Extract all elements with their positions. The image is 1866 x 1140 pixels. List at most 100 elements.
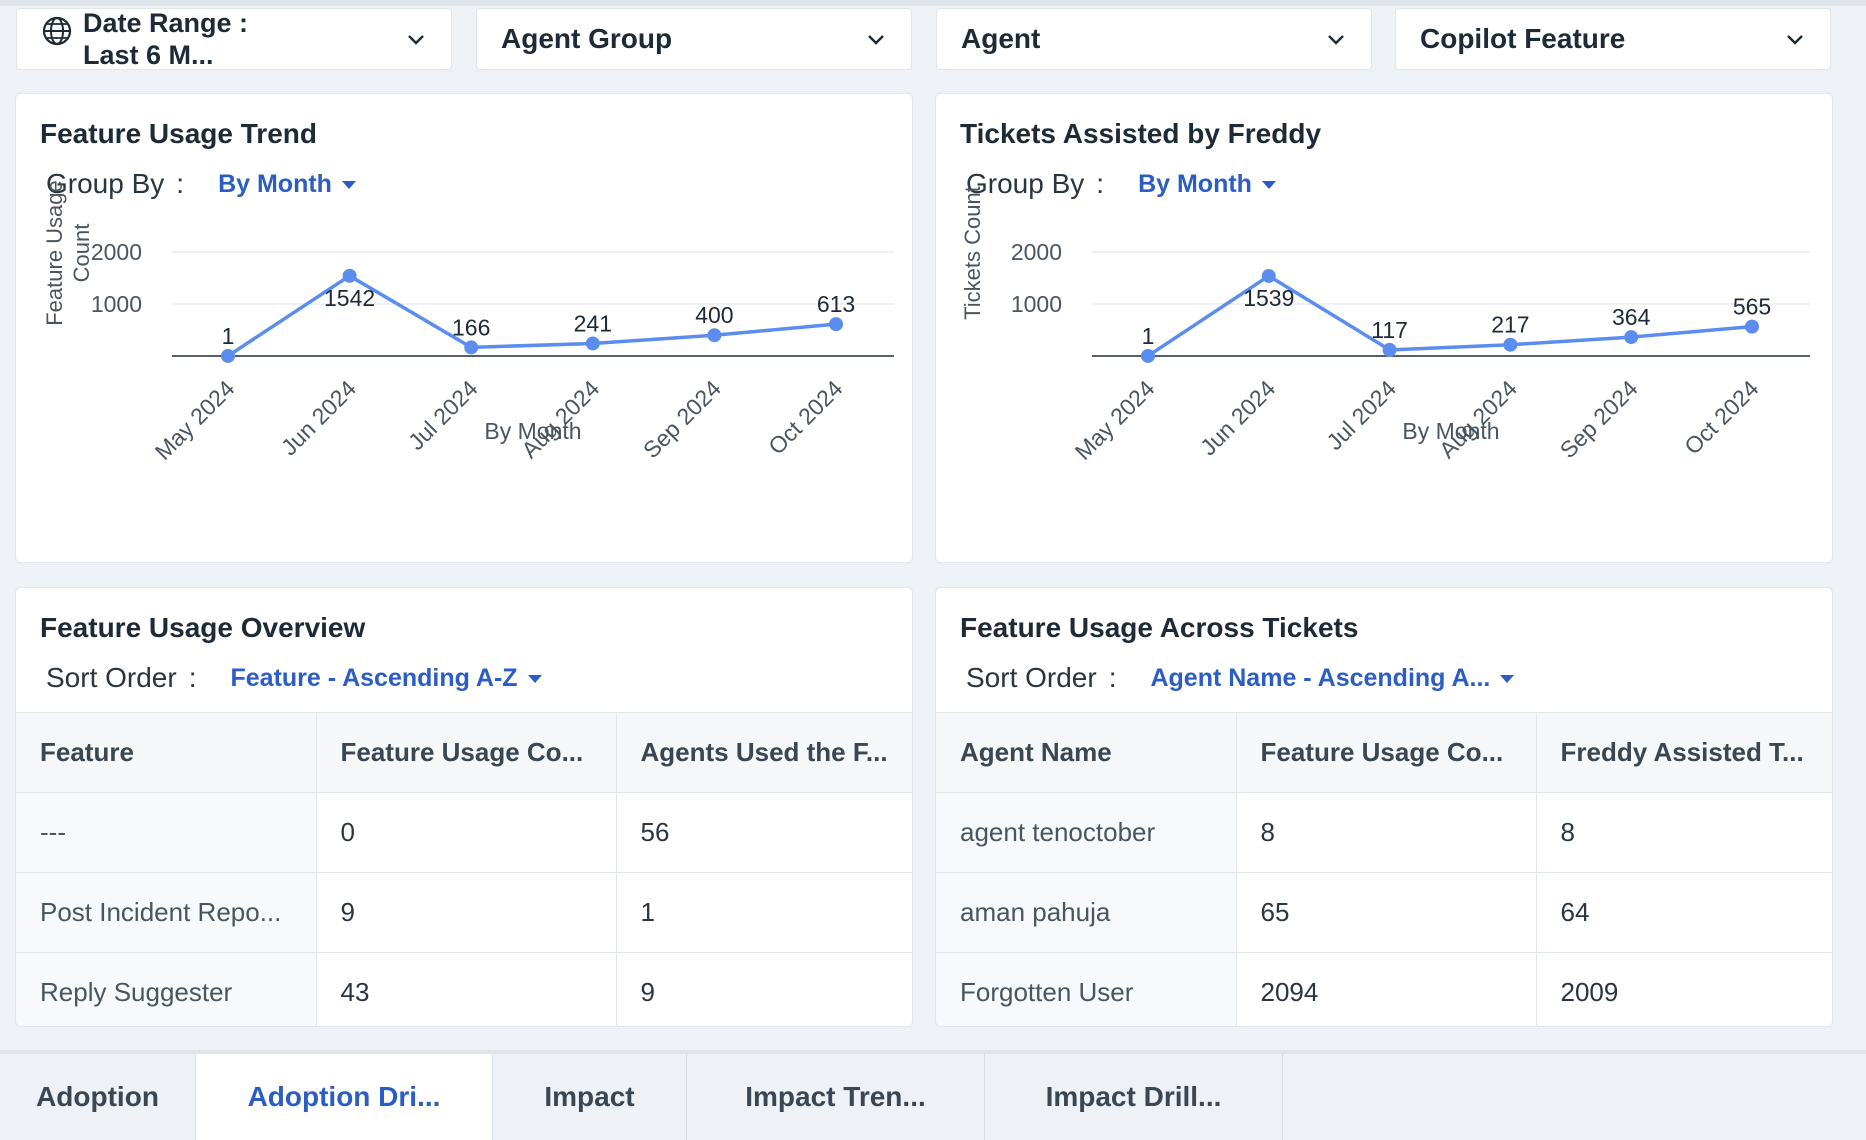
column-header-freddy-assisted[interactable]: Freddy Assisted T...	[1536, 712, 1832, 793]
colon: :	[188, 662, 197, 693]
data-label: 241	[574, 310, 612, 336]
colon: :	[1096, 168, 1105, 199]
table-header-row: Feature Feature Usage Co... Agents Used …	[16, 712, 912, 793]
caret-down-icon	[341, 180, 356, 189]
column-header-usage-count[interactable]: Feature Usage Co...	[316, 712, 617, 793]
data-label: 1539	[1243, 285, 1294, 311]
data-label: 1542	[324, 285, 375, 311]
date-range-label: Date Range : Last 6 M...	[83, 7, 405, 71]
series-line	[227, 273, 837, 358]
feature-usage-trend-chart: 1000 2000 1 1542 166 241 400 613 May 2024 Jun 202…	[42, 180, 894, 465]
tab-impact[interactable]: Impact	[493, 1054, 687, 1140]
data-label: 400	[695, 302, 733, 328]
table-header-row: Agent Name Feature Usage Co... Freddy As…	[936, 712, 1832, 793]
feature-usage-across-tickets-table: Agent Name Feature Usage Co... Freddy As…	[936, 712, 1832, 1026]
data-point	[464, 340, 479, 355]
sort-order-dropdown[interactable]: Agent Name - Ascending A...	[1150, 663, 1515, 693]
data-label: 1	[1142, 323, 1155, 349]
x-tick-label: Jul 2024	[403, 375, 483, 455]
group-by-label: Group By	[966, 168, 1085, 199]
date-range-line1: Date Range :	[83, 8, 249, 38]
x-tick-label: May 2024	[150, 375, 240, 465]
table-cell: 8	[1536, 792, 1832, 873]
feature-usage-trend-card: Feature Usage Trend Group By : By Month …	[15, 93, 913, 563]
feature-usage-overview-card: Feature Usage Overview Sort Order : Feat…	[15, 587, 913, 1027]
caret-down-icon	[527, 674, 542, 683]
sort-order-control: Sort Order : Feature - Ascending A-Z	[46, 662, 542, 694]
copilot-feature-filter[interactable]: Copilot Feature	[1395, 8, 1831, 70]
agent-filter[interactable]: Agent	[936, 8, 1372, 70]
data-label: 565	[1733, 294, 1771, 320]
table-row: Forgotten User 2094 2009	[936, 952, 1832, 1026]
data-point	[1261, 268, 1276, 283]
y-axis-title-line: Feature Usage	[42, 180, 67, 326]
data-label: 364	[1612, 304, 1651, 330]
report-tabs: Adoption Adoption Dri... Impact Impact T…	[0, 1050, 1866, 1140]
data-point	[1503, 337, 1518, 352]
table-row: agent tenoctober 8 8	[936, 792, 1832, 873]
chevron-down-icon	[1787, 35, 1803, 45]
column-header-feature[interactable]: Feature	[16, 712, 317, 793]
group-by-label: Group By	[46, 168, 165, 199]
column-header-agents-used[interactable]: Agents Used the F...	[616, 712, 912, 793]
table-cell: ---	[16, 792, 317, 873]
tickets-assisted-card: Tickets Assisted by Freddy Group By : By…	[935, 93, 1833, 563]
agent-label: Agent	[961, 23, 1041, 54]
x-tick-label: May 2024	[1070, 375, 1160, 465]
card-title: Feature Usage Overview	[40, 612, 366, 643]
globe-icon	[42, 16, 72, 46]
group-by-dropdown[interactable]: By Month	[218, 170, 356, 199]
x-tick-label: Jun 2024	[1195, 375, 1280, 460]
data-label: 613	[817, 291, 855, 317]
chevron-down-icon	[1328, 35, 1344, 45]
data-point	[1382, 342, 1397, 357]
tab-impact-trend[interactable]: Impact Tren...	[687, 1054, 985, 1140]
sort-order-dropdown[interactable]: Feature - Ascending A-Z	[230, 663, 542, 693]
x-tick-label: Oct 2024	[763, 375, 848, 460]
x-tick-label: Sep 2024	[1555, 375, 1643, 463]
table-cell: 43	[316, 952, 617, 1026]
sort-order-value: Feature - Ascending A-Z	[230, 663, 518, 692]
data-label: 217	[1491, 312, 1529, 338]
feature-usage-overview-table: Feature Feature Usage Co... Agents Used …	[16, 712, 912, 1026]
column-header-usage-count[interactable]: Feature Usage Co...	[1236, 712, 1537, 793]
group-by-dropdown[interactable]: By Month	[1138, 170, 1276, 199]
table-cell: 1	[616, 872, 912, 953]
y-tick-label: 2000	[91, 239, 142, 265]
data-point	[1745, 319, 1759, 334]
group-by-value: By Month	[1138, 169, 1252, 198]
y-tick-label: 1000	[91, 291, 142, 317]
sort-order-value: Agent Name - Ascending A...	[1150, 663, 1491, 692]
data-point	[342, 268, 357, 283]
data-point	[829, 317, 843, 332]
table-cell: 0	[316, 792, 617, 873]
table-cell: Reply Suggester	[16, 952, 317, 1026]
table-cell: agent tenoctober	[936, 792, 1237, 873]
sort-order-label: Sort Order	[966, 662, 1097, 693]
column-header-agent-name[interactable]: Agent Name	[936, 712, 1237, 793]
chevron-down-icon	[868, 35, 884, 45]
series-line	[1147, 273, 1753, 358]
group-by-control: Group By : By Month	[46, 168, 356, 200]
tickets-assisted-chart: 1000 2000 1 1539 117 217 364 565 May 2024 Jun 202…	[960, 186, 1810, 465]
tab-impact-drilldown[interactable]: Impact Drill...	[985, 1054, 1283, 1140]
date-range-filter[interactable]: Date Range : Last 6 M...	[16, 8, 452, 70]
chevron-down-icon	[408, 35, 424, 45]
copilot-feature-label: Copilot Feature	[1420, 23, 1626, 54]
card-title: Tickets Assisted by Freddy	[960, 118, 1322, 149]
date-range-line2: Last 6 M...	[83, 40, 214, 70]
tab-adoption[interactable]: Adoption	[0, 1054, 196, 1140]
data-point	[221, 348, 235, 363]
y-axis-title-line: Count	[69, 224, 94, 283]
agent-group-filter[interactable]: Agent Group	[476, 8, 912, 70]
tab-adoption-drilldown[interactable]: Adoption Dri...	[196, 1054, 493, 1140]
card-title: Feature Usage Trend	[40, 118, 317, 149]
y-axis-title: Feature UsageCount	[42, 180, 94, 326]
data-label: 166	[452, 314, 490, 340]
colon: :	[176, 168, 185, 199]
x-axis-title: By Month	[1402, 418, 1499, 444]
table-cell: 8	[1236, 792, 1537, 873]
table-cell: 2094	[1236, 952, 1537, 1026]
caret-down-icon	[1500, 674, 1515, 683]
x-tick-label: Oct 2024	[1679, 375, 1764, 460]
